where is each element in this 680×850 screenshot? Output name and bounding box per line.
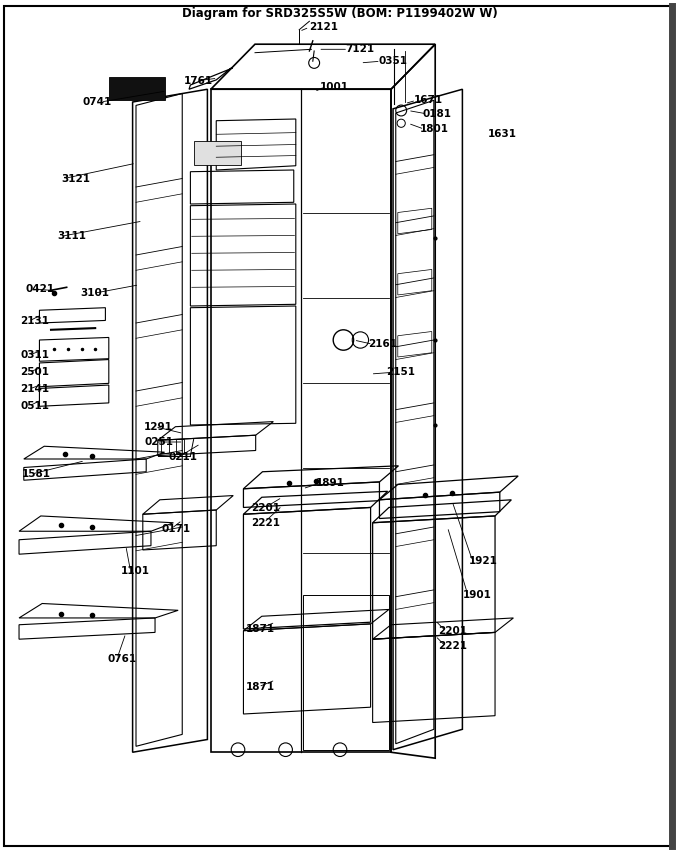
Text: 1001: 1001 xyxy=(320,82,349,92)
Text: 2221: 2221 xyxy=(439,641,468,651)
Text: 0211: 0211 xyxy=(169,452,198,462)
Text: 1921: 1921 xyxy=(469,556,498,566)
Bar xyxy=(160,439,169,453)
Text: 0741: 0741 xyxy=(83,97,112,107)
Text: 1631: 1631 xyxy=(488,129,517,139)
Text: 1901: 1901 xyxy=(462,590,491,600)
Text: 1801: 1801 xyxy=(420,124,449,134)
Text: 0311: 0311 xyxy=(20,350,50,360)
Text: 0421: 0421 xyxy=(26,284,55,294)
Text: 0181: 0181 xyxy=(423,109,452,119)
Text: 1761: 1761 xyxy=(184,76,213,86)
Text: 2201: 2201 xyxy=(252,503,281,513)
Text: 0171: 0171 xyxy=(162,524,191,534)
Text: 2201: 2201 xyxy=(439,626,468,636)
FancyBboxPatch shape xyxy=(109,76,165,100)
Bar xyxy=(194,141,241,165)
Text: 1891: 1891 xyxy=(316,478,345,488)
Text: 3121: 3121 xyxy=(61,173,90,184)
Text: 2161: 2161 xyxy=(369,339,398,349)
Text: 1581: 1581 xyxy=(22,469,51,479)
Text: 7121: 7121 xyxy=(345,44,375,54)
Text: 0761: 0761 xyxy=(107,654,137,664)
Text: 1291: 1291 xyxy=(144,422,173,432)
Text: 1671: 1671 xyxy=(413,95,443,105)
Text: Diagram for SRD325S5W (BOM: P1199402W W): Diagram for SRD325S5W (BOM: P1199402W W) xyxy=(182,7,498,20)
Text: 2221: 2221 xyxy=(252,518,281,528)
Text: 2131: 2131 xyxy=(20,316,50,326)
Text: 2121: 2121 xyxy=(309,22,339,32)
Text: 2501: 2501 xyxy=(20,367,50,377)
Text: 1101: 1101 xyxy=(121,566,150,576)
Text: 3101: 3101 xyxy=(80,288,109,298)
Bar xyxy=(176,439,184,453)
Text: 0351: 0351 xyxy=(378,56,407,66)
Text: 2151: 2151 xyxy=(386,367,415,377)
Text: 0251: 0251 xyxy=(144,437,173,447)
Text: 1871: 1871 xyxy=(246,624,275,634)
Text: 0511: 0511 xyxy=(20,401,50,411)
Text: 2141: 2141 xyxy=(20,384,50,394)
Text: 3111: 3111 xyxy=(58,231,87,241)
Text: 1871: 1871 xyxy=(246,682,275,692)
